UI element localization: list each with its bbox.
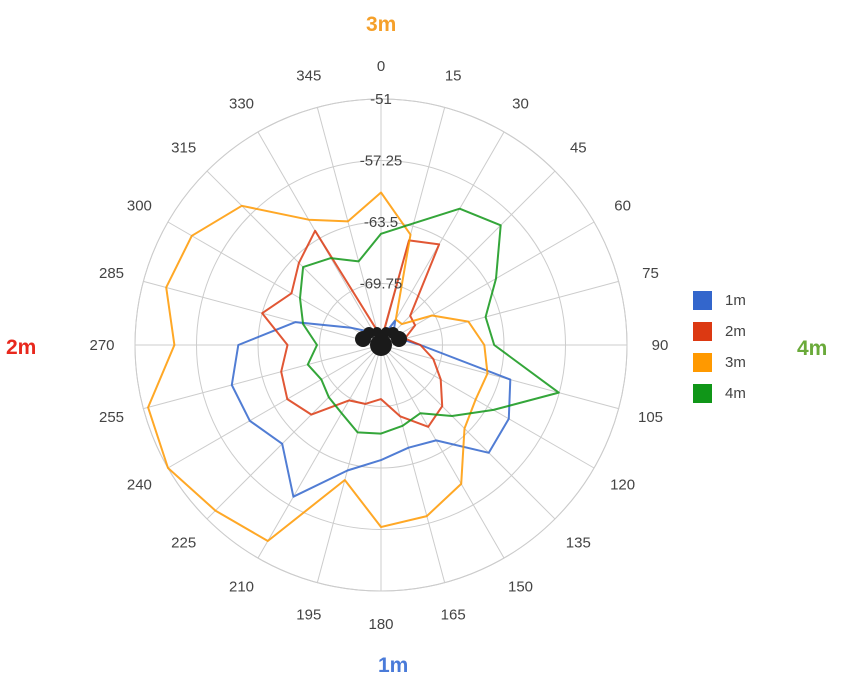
angle-tick-105: 105 <box>638 409 663 426</box>
legend-item-1m[interactable]: 1m <box>693 285 746 316</box>
angle-labels: 0 15 30 45 60 75 90 105 120 135 150 165 180 195 210 225… <box>89 58 668 633</box>
series-2m-line <box>261 229 444 428</box>
angle-tick-90: 90 <box>652 337 669 354</box>
spoke-165 <box>380 344 446 583</box>
angle-tick-75: 75 <box>642 265 659 282</box>
hub-blob-0 <box>370 334 392 356</box>
hub-blob-5 <box>372 327 382 337</box>
legend: 1m 2m 3m 4m <box>693 285 746 409</box>
angle-tick-30: 30 <box>512 95 529 112</box>
hub-blob-6 <box>381 327 391 337</box>
series-4m-line <box>299 207 560 435</box>
angle-tick-270: 270 <box>89 337 114 354</box>
hub-blob-3 <box>363 327 375 339</box>
spoke-315 <box>206 170 382 346</box>
angle-tick-225: 225 <box>171 534 196 551</box>
spoke-135 <box>380 344 556 520</box>
angle-tick-60: 60 <box>614 198 631 215</box>
ring-tick-3: -69.75 <box>360 276 403 293</box>
angle-tick-180: 180 <box>368 616 393 633</box>
angle-tick-120: 120 <box>610 477 635 494</box>
label-bottom: 1m <box>378 654 409 677</box>
angle-tick-330: 330 <box>229 95 254 112</box>
ring-labels: -51 -57.25 -63.5 -69.75 <box>360 91 403 293</box>
angle-tick-195: 195 <box>296 607 321 624</box>
spoke-300 <box>167 221 382 346</box>
angle-tick-135: 135 <box>566 534 591 551</box>
spoke-75 <box>380 280 619 346</box>
spoke-30 <box>380 131 505 346</box>
ring-tick-1: -57.25 <box>360 153 403 170</box>
legend-label-3m: 3m <box>725 354 746 371</box>
spoke-345 <box>316 107 382 346</box>
angle-tick-210: 210 <box>229 579 254 596</box>
angle-tick-315: 315 <box>171 140 196 157</box>
spoke-255 <box>143 344 382 410</box>
angle-tick-255: 255 <box>99 409 124 426</box>
legend-label-1m: 1m <box>725 292 746 309</box>
angle-tick-150: 150 <box>508 579 533 596</box>
polar-grid <box>134 98 628 592</box>
angle-tick-0: 0 <box>377 58 385 75</box>
spoke-210 <box>257 344 382 559</box>
angle-tick-300: 300 <box>127 198 152 215</box>
ring-tick-0: -51 <box>370 91 392 108</box>
angle-tick-45: 45 <box>570 140 587 157</box>
spoke-240 <box>167 344 382 469</box>
label-right: 4m <box>797 337 828 360</box>
legend-label-2m: 2m <box>725 323 746 340</box>
angle-tick-285: 285 <box>99 265 124 282</box>
angle-tick-165: 165 <box>441 607 466 624</box>
ring-tick-2: -63.5 <box>364 214 398 231</box>
legend-label-4m: 4m <box>725 385 746 402</box>
legend-swatch-4m <box>693 384 712 403</box>
angle-tick-345: 345 <box>296 68 321 85</box>
series-3m-line <box>147 191 489 542</box>
angle-tick-15: 15 <box>445 68 462 85</box>
center-hub <box>355 327 407 356</box>
spoke-195 <box>316 344 382 583</box>
legend-item-4m[interactable]: 4m <box>693 378 746 409</box>
legend-swatch-3m <box>693 353 712 372</box>
legend-item-2m[interactable]: 2m <box>693 316 746 347</box>
legend-swatch-1m <box>693 291 712 310</box>
label-left: 2m <box>6 336 37 359</box>
legend-item-3m[interactable]: 3m <box>693 347 746 378</box>
angle-tick-240: 240 <box>127 477 152 494</box>
spoke-120 <box>380 344 595 469</box>
spoke-60 <box>380 221 595 346</box>
spoke-225 <box>206 344 382 520</box>
spoke-150 <box>380 344 505 559</box>
spoke-105 <box>380 344 619 410</box>
legend-swatch-2m <box>693 322 712 341</box>
label-top: 3m <box>366 13 397 36</box>
